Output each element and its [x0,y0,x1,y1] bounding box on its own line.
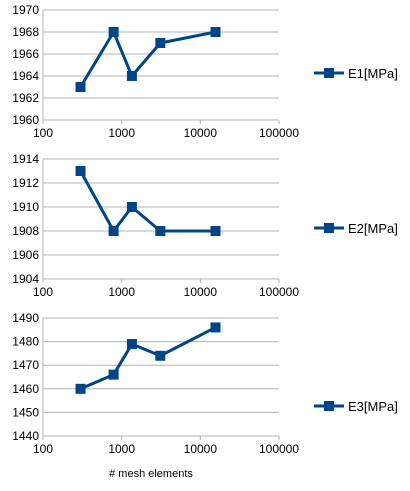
data-point-marker [210,226,221,236]
x-tick-label: 100 [33,442,53,456]
y-tick-label: 1480 [12,335,39,349]
x-tick-label: 1000 [108,285,135,299]
legend: E1[MPa] [314,66,398,81]
x-tick-label: 100000 [259,285,299,299]
y-tick-label: 1964 [12,69,39,83]
y-tick-label: 1490 [12,311,39,325]
x-axis-title: # mesh elements [109,468,193,480]
data-point-marker [108,27,119,37]
y-tick-label: 1970 [12,3,39,17]
data-point-marker [210,27,221,37]
y-tick-label: 1460 [12,382,39,396]
data-point-marker [155,38,166,48]
y-tick-label: 1914 [12,152,39,166]
series-line [79,30,216,88]
x-tick-label: 10000 [184,442,218,456]
legend-marker-swatch [324,401,334,411]
x-tick-label: 100000 [259,126,299,140]
y-tick-label: 1904 [12,272,39,286]
y-tick-label: 1962 [12,91,39,105]
data-point-marker [75,383,86,394]
chart-3: 1440 1450 1460 1470 1480 1490 100 1000 10000 1000… [12,311,398,480]
y-tick-label: 1966 [12,47,39,61]
y-tick-label: 1906 [12,248,39,262]
x-tick-label: 1000 [108,126,135,140]
y-tick-label: 1908 [12,224,39,238]
data-point-marker [155,226,166,236]
data-point-marker [75,82,86,92]
y-tick-label: 1440 [12,429,39,443]
x-tick-label: 10000 [184,285,218,299]
series-line [79,326,217,391]
y-tick-label: 1968 [12,25,39,39]
data-point-marker [126,202,137,212]
chart-2: 1904 1906 1908 1910 1912 1914 100 1000 10000 1000… [12,152,398,299]
data-point-marker [210,322,221,333]
data-point-marker [108,226,119,236]
chart-1: 1960 1962 1964 1966 1968 1970 100 1000 10000 1000… [12,3,398,140]
data-point-marker [75,166,86,176]
legend-marker-swatch [324,223,334,233]
x-tick-label: 1000 [108,442,135,456]
series-line [79,170,216,233]
legend-label: E3[MPa] [348,399,398,414]
x-tick-label: 10000 [184,126,218,140]
y-tick-label: 1450 [12,405,39,419]
x-tick-label: 100 [33,126,53,140]
legend-marker-swatch [324,68,334,78]
data-point-marker [155,350,166,361]
legend: E3[MPa] [314,399,398,414]
legend-label: E1[MPa] [348,66,398,81]
x-tick-label: 100 [33,285,53,299]
data-point-marker [108,369,119,380]
x-tick-label: 100000 [259,442,299,456]
data-point-marker [126,71,137,81]
y-tick-label: 1912 [12,176,39,190]
legend: E2[MPa] [314,221,398,236]
y-tick-label: 1960 [12,113,39,127]
legend-label: E2[MPa] [348,221,398,236]
data-point-marker [126,338,137,349]
y-tick-label: 1910 [12,200,39,214]
y-tick-label: 1470 [12,358,39,372]
